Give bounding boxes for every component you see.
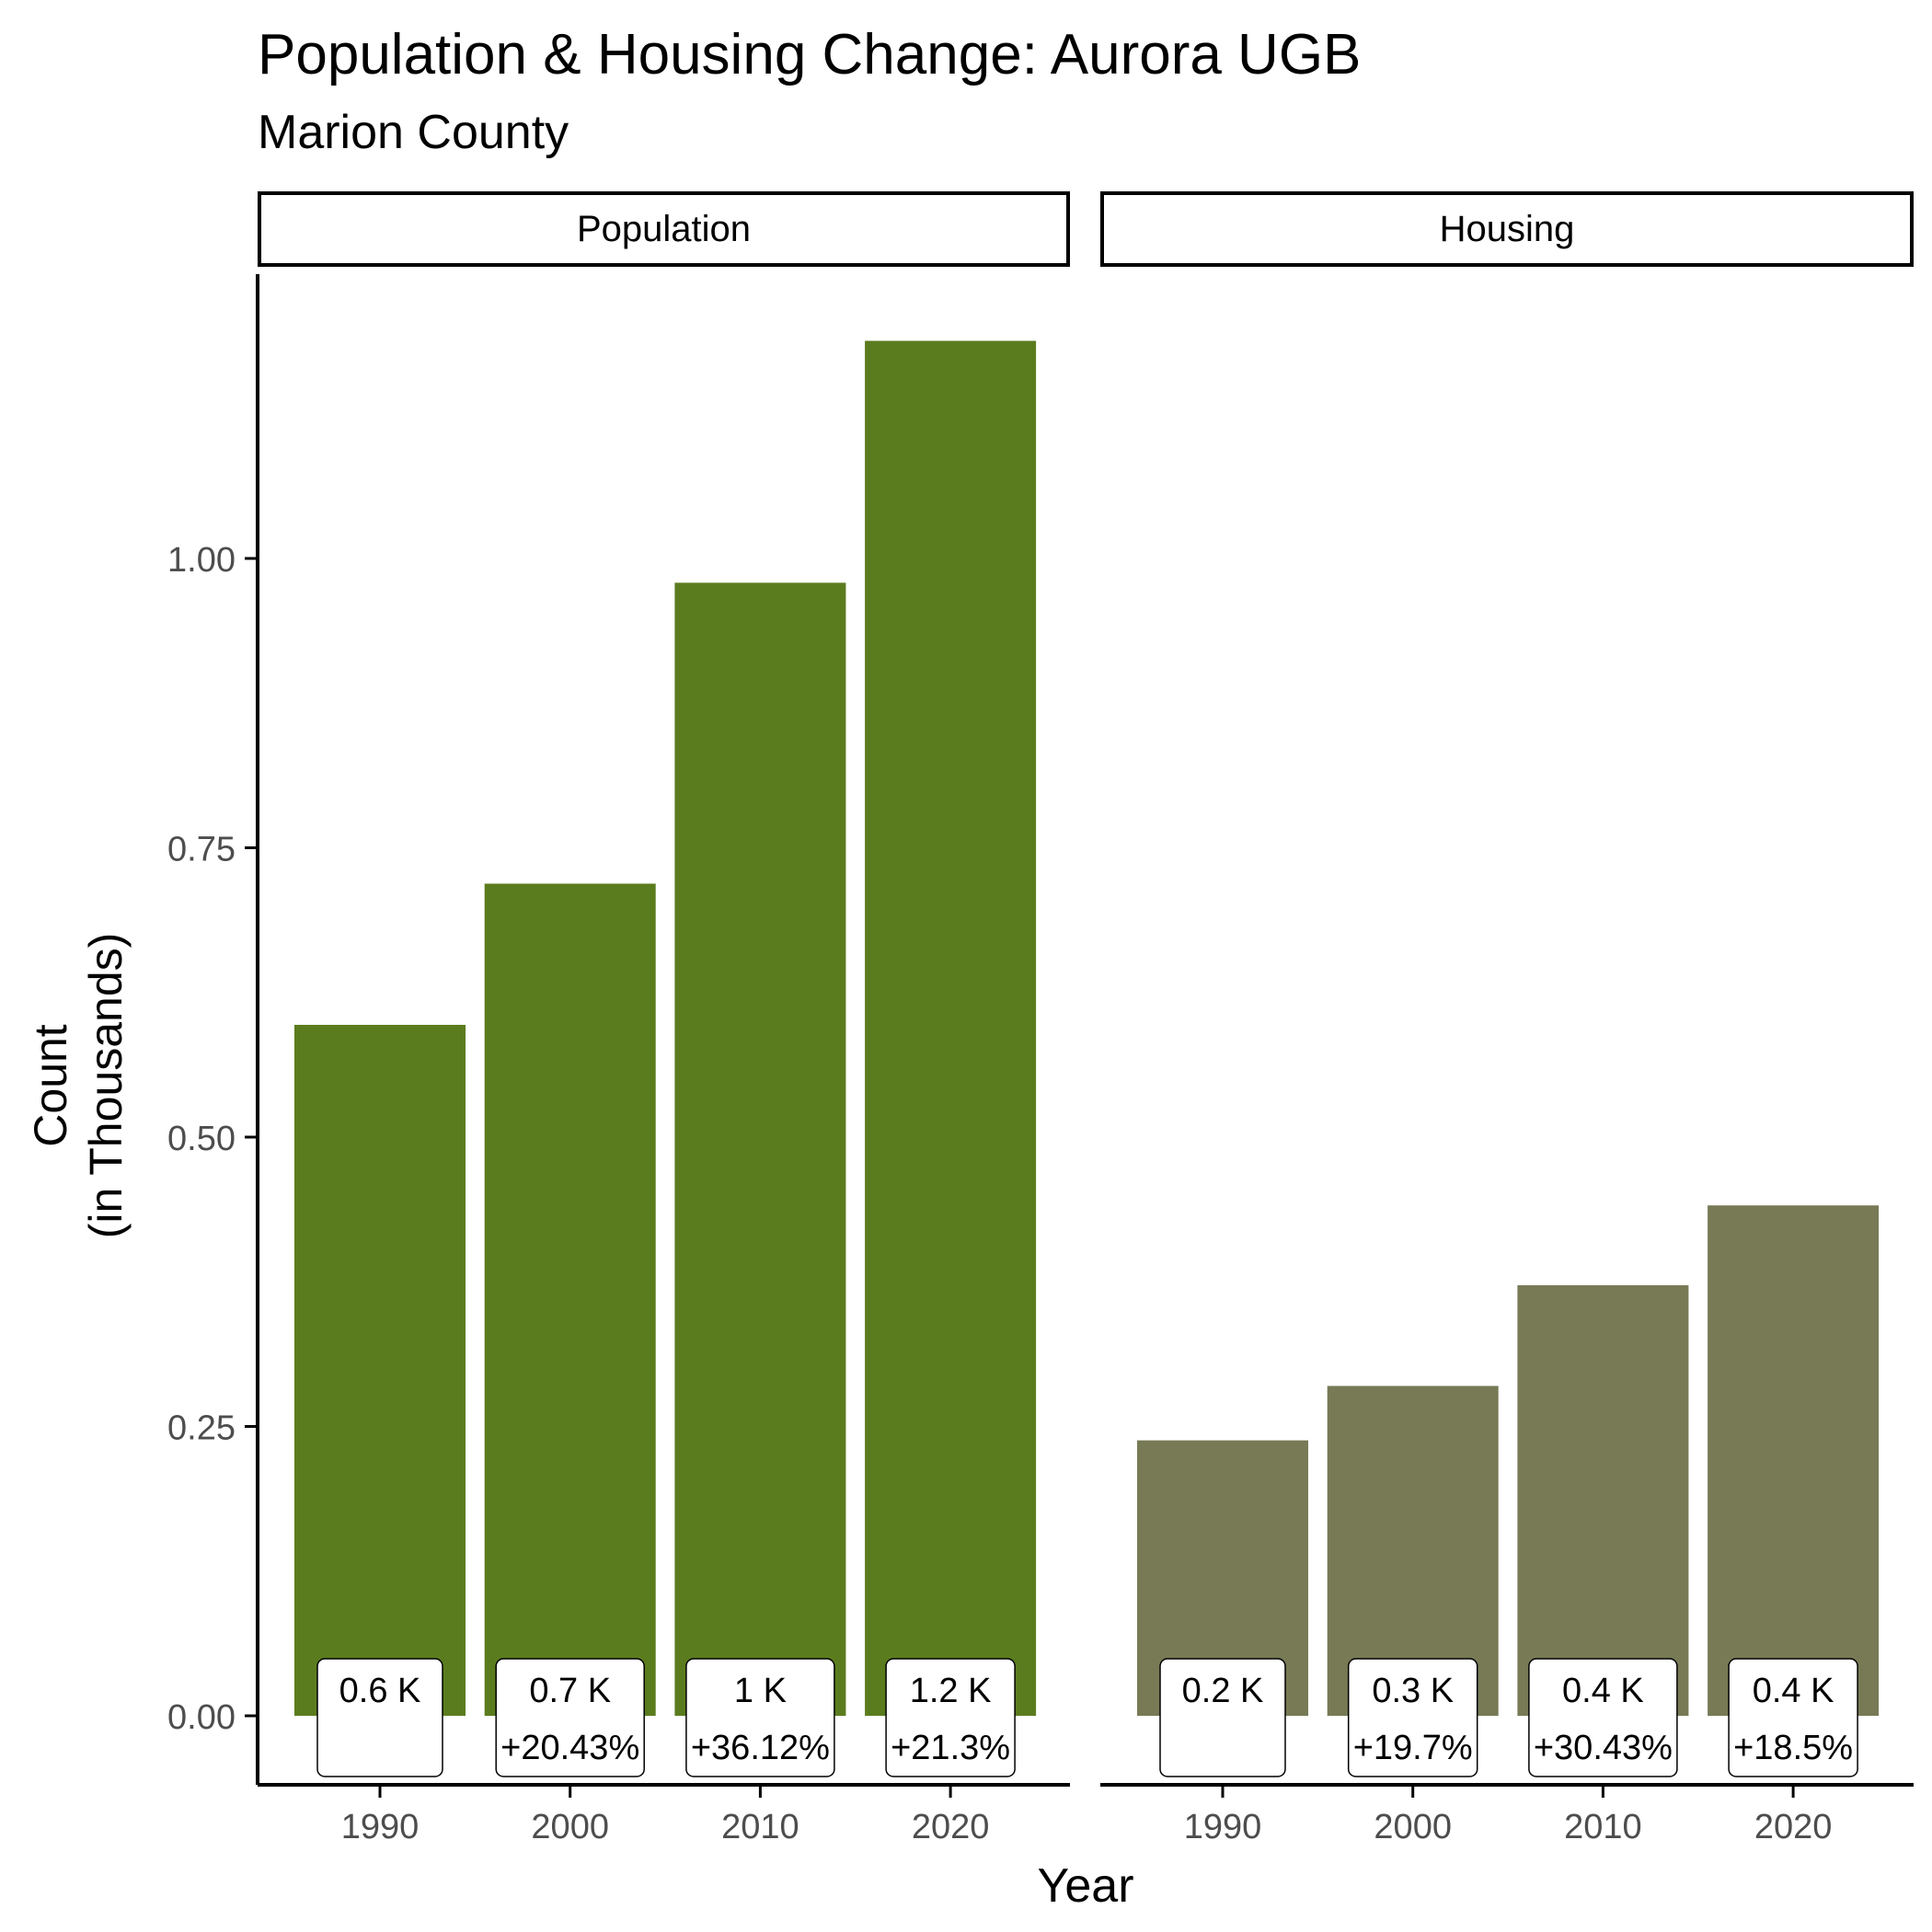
data-label-box	[316, 1658, 443, 1777]
data-label-value: 0.4 K	[1562, 1672, 1644, 1710]
bar	[674, 582, 846, 1717]
data-label-change: +21.3%	[891, 1729, 1010, 1767]
x-tick-label: 2010	[721, 1808, 799, 1846]
data-label-box	[1728, 1658, 1858, 1777]
y-tick-label: 1.00	[167, 541, 236, 580]
data-label-value: 0.4 K	[1753, 1672, 1834, 1710]
data-label-value: 0.7 K	[529, 1672, 611, 1710]
data-label-box	[495, 1658, 645, 1777]
data-label-value: 1.2 K	[910, 1672, 992, 1710]
data-label-change: +20.43%	[500, 1729, 639, 1767]
x-tick-label: 2000	[1374, 1808, 1452, 1846]
facet-strip-housing: Housing	[1100, 191, 1914, 267]
y-axis-label: Count (in Thousands)	[23, 933, 133, 1239]
y-tick-label: 0.00	[167, 1698, 236, 1737]
y-axis-label-line1: Count	[25, 1024, 76, 1147]
bar	[1708, 1205, 1880, 1716]
x-axis-label: Year	[1037, 1859, 1134, 1913]
data-label-value: 0.2 K	[1182, 1672, 1264, 1710]
data-label-value: 0.3 K	[1372, 1672, 1454, 1710]
bar	[1517, 1285, 1689, 1716]
bar	[294, 1024, 466, 1716]
x-tick-label: 1990	[341, 1808, 420, 1846]
chart-title: Population & Housing Change: Aurora UGB	[258, 23, 1362, 86]
y-tick-label: 0.50	[167, 1120, 236, 1158]
data-label-value: 0.6 K	[339, 1672, 421, 1710]
data-label-box	[1347, 1658, 1478, 1777]
x-tick-label: 2010	[1564, 1808, 1642, 1846]
x-tick-label: 2000	[531, 1808, 609, 1846]
data-label-box	[685, 1658, 835, 1777]
x-tick-label: 2020	[912, 1808, 990, 1846]
bar	[865, 340, 1037, 1717]
data-label-change: +36.12%	[691, 1729, 830, 1767]
y-axis-label-line2: (in Thousands)	[80, 932, 132, 1239]
bar	[484, 883, 656, 1716]
data-label-change: +19.7%	[1353, 1729, 1473, 1767]
data-label-box	[1159, 1658, 1286, 1777]
data-label-change: +30.43%	[1534, 1729, 1673, 1767]
x-tick-label: 1990	[1184, 1808, 1262, 1846]
data-label-change: +18.5%	[1733, 1729, 1853, 1767]
y-tick-label: 0.25	[167, 1409, 236, 1448]
x-tick-label: 2020	[1754, 1808, 1833, 1846]
chart-subtitle: Marion County	[258, 106, 569, 159]
data-label-value: 1 K	[734, 1672, 787, 1710]
data-label-box	[885, 1658, 1016, 1777]
y-tick-label: 0.75	[167, 831, 236, 869]
facet-strip-population: Population	[258, 191, 1070, 267]
data-label-box	[1528, 1658, 1678, 1777]
